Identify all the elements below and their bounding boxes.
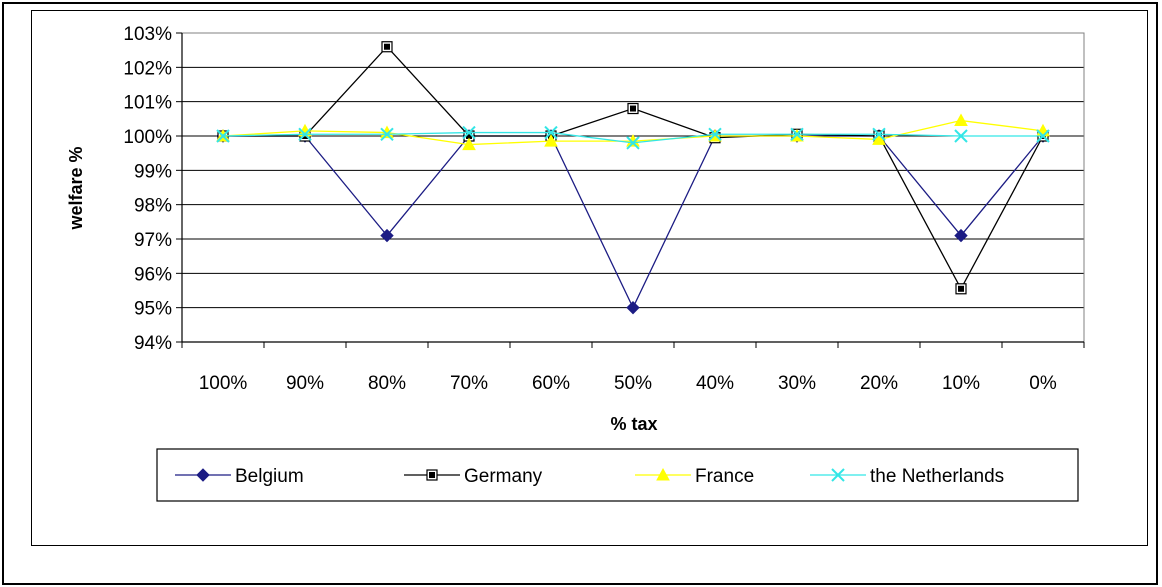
x-tick-label: 10% [942, 373, 980, 394]
data-point-belgium [626, 300, 640, 315]
y-axis-title: welfare % [66, 146, 86, 230]
data-point-france [462, 137, 476, 151]
data-point-france [954, 113, 968, 127]
y-tick-label: 102% [123, 58, 172, 79]
y-tick-label: 98% [134, 196, 172, 217]
label-layer: 94% 95% 96% 97% 98% 99% 100% 101% 102% 103% 100% 90… [123, 24, 1056, 394]
x-marker-stroke [462, 125, 476, 140]
y-tick-label: 100% [123, 127, 172, 148]
x-tick-label: 90% [286, 373, 324, 394]
legend-item-germany: Germany [404, 466, 543, 487]
series-germany [217, 41, 1049, 295]
x-tick-label: 30% [778, 373, 816, 394]
legend-marker-france [656, 467, 670, 481]
x-marker-stroke [954, 129, 968, 143]
data-point-france [544, 134, 558, 147]
legend-item-france: France [635, 466, 754, 487]
x-marker-stroke [626, 136, 640, 150]
legend-items: Belgium Germany France the Netherlands [175, 466, 1004, 487]
series-belgium [216, 129, 1050, 315]
y-tick-label: 97% [134, 230, 172, 251]
x-tick-label: 20% [860, 373, 898, 394]
x-marker-stroke [216, 129, 230, 143]
x-marker-stroke [380, 127, 394, 141]
data-point-germany-core [958, 285, 964, 292]
y-tick-label: 96% [134, 264, 172, 285]
y-tick-label: 99% [134, 161, 172, 182]
data-point-france [872, 132, 886, 145]
x-marker-stroke [790, 127, 804, 141]
data-point-the-netherlands [216, 129, 230, 143]
x-marker-stroke [298, 127, 312, 141]
legend-marker-germany-core [429, 472, 435, 478]
y-tick-label: 95% [134, 299, 172, 320]
series-france [216, 113, 1050, 151]
data-point-belgium [954, 228, 968, 243]
series-layer [216, 41, 1050, 315]
data-point-the-netherlands [462, 125, 476, 140]
data-point-the-netherlands [626, 136, 640, 150]
series-line-belgium [223, 135, 1044, 310]
legend-label-france: France [695, 466, 754, 487]
x-tick-label: 50% [614, 373, 652, 394]
y-tick-label: 94% [134, 333, 172, 354]
legend-item-the-netherlands: the Netherlands [810, 466, 1004, 487]
data-point-the-netherlands [1036, 129, 1050, 143]
plot-border [181, 32, 1085, 343]
x-tick-label: 100% [199, 373, 248, 394]
legend-item-belgium: Belgium [175, 466, 304, 487]
x-tick-label: 40% [696, 373, 734, 394]
y-tick-label: 103% [123, 24, 172, 45]
legend-label-belgium: Belgium [235, 466, 304, 487]
x-marker-stroke [831, 468, 845, 482]
x-axis-title: % tax [610, 414, 657, 434]
x-marker-stroke [1036, 129, 1050, 143]
data-point-the-netherlands [380, 127, 394, 141]
data-point-the-netherlands [790, 127, 804, 141]
data-point-the-netherlands [298, 127, 312, 141]
series-line-germany [223, 45, 1044, 291]
data-point-the-netherlands [708, 127, 722, 141]
data-point-germany-core [384, 43, 390, 50]
data-point-belgium [380, 228, 394, 243]
axis-layer [176, 32, 1085, 348]
data-point-the-netherlands [544, 125, 558, 140]
data-point-germany-core [630, 105, 636, 112]
legend: Belgium Germany France the Netherlands [156, 448, 1079, 502]
data-point-germany-core [466, 133, 472, 139]
x-tick-label: 70% [450, 373, 488, 394]
legend-label-the-netherlands: the Netherlands [870, 466, 1004, 487]
legend-marker-belgium [196, 468, 210, 482]
x-marker-stroke [872, 127, 886, 141]
x-tick-label: 0% [1029, 373, 1057, 394]
x-tick-label: 60% [532, 373, 570, 394]
legend-box [156, 448, 1079, 502]
data-point-the-netherlands [872, 127, 886, 141]
series-the-netherlands [216, 125, 1050, 150]
x-tick-label: 80% [368, 373, 406, 394]
x-marker-stroke [544, 125, 558, 140]
chart-frame [31, 10, 1148, 546]
legend-marker-the-netherlands [831, 468, 845, 482]
x-marker-stroke [708, 127, 722, 141]
y-tick-label: 101% [123, 93, 172, 114]
legend-label-germany: Germany [464, 466, 543, 487]
data-point-the-netherlands [954, 129, 968, 143]
